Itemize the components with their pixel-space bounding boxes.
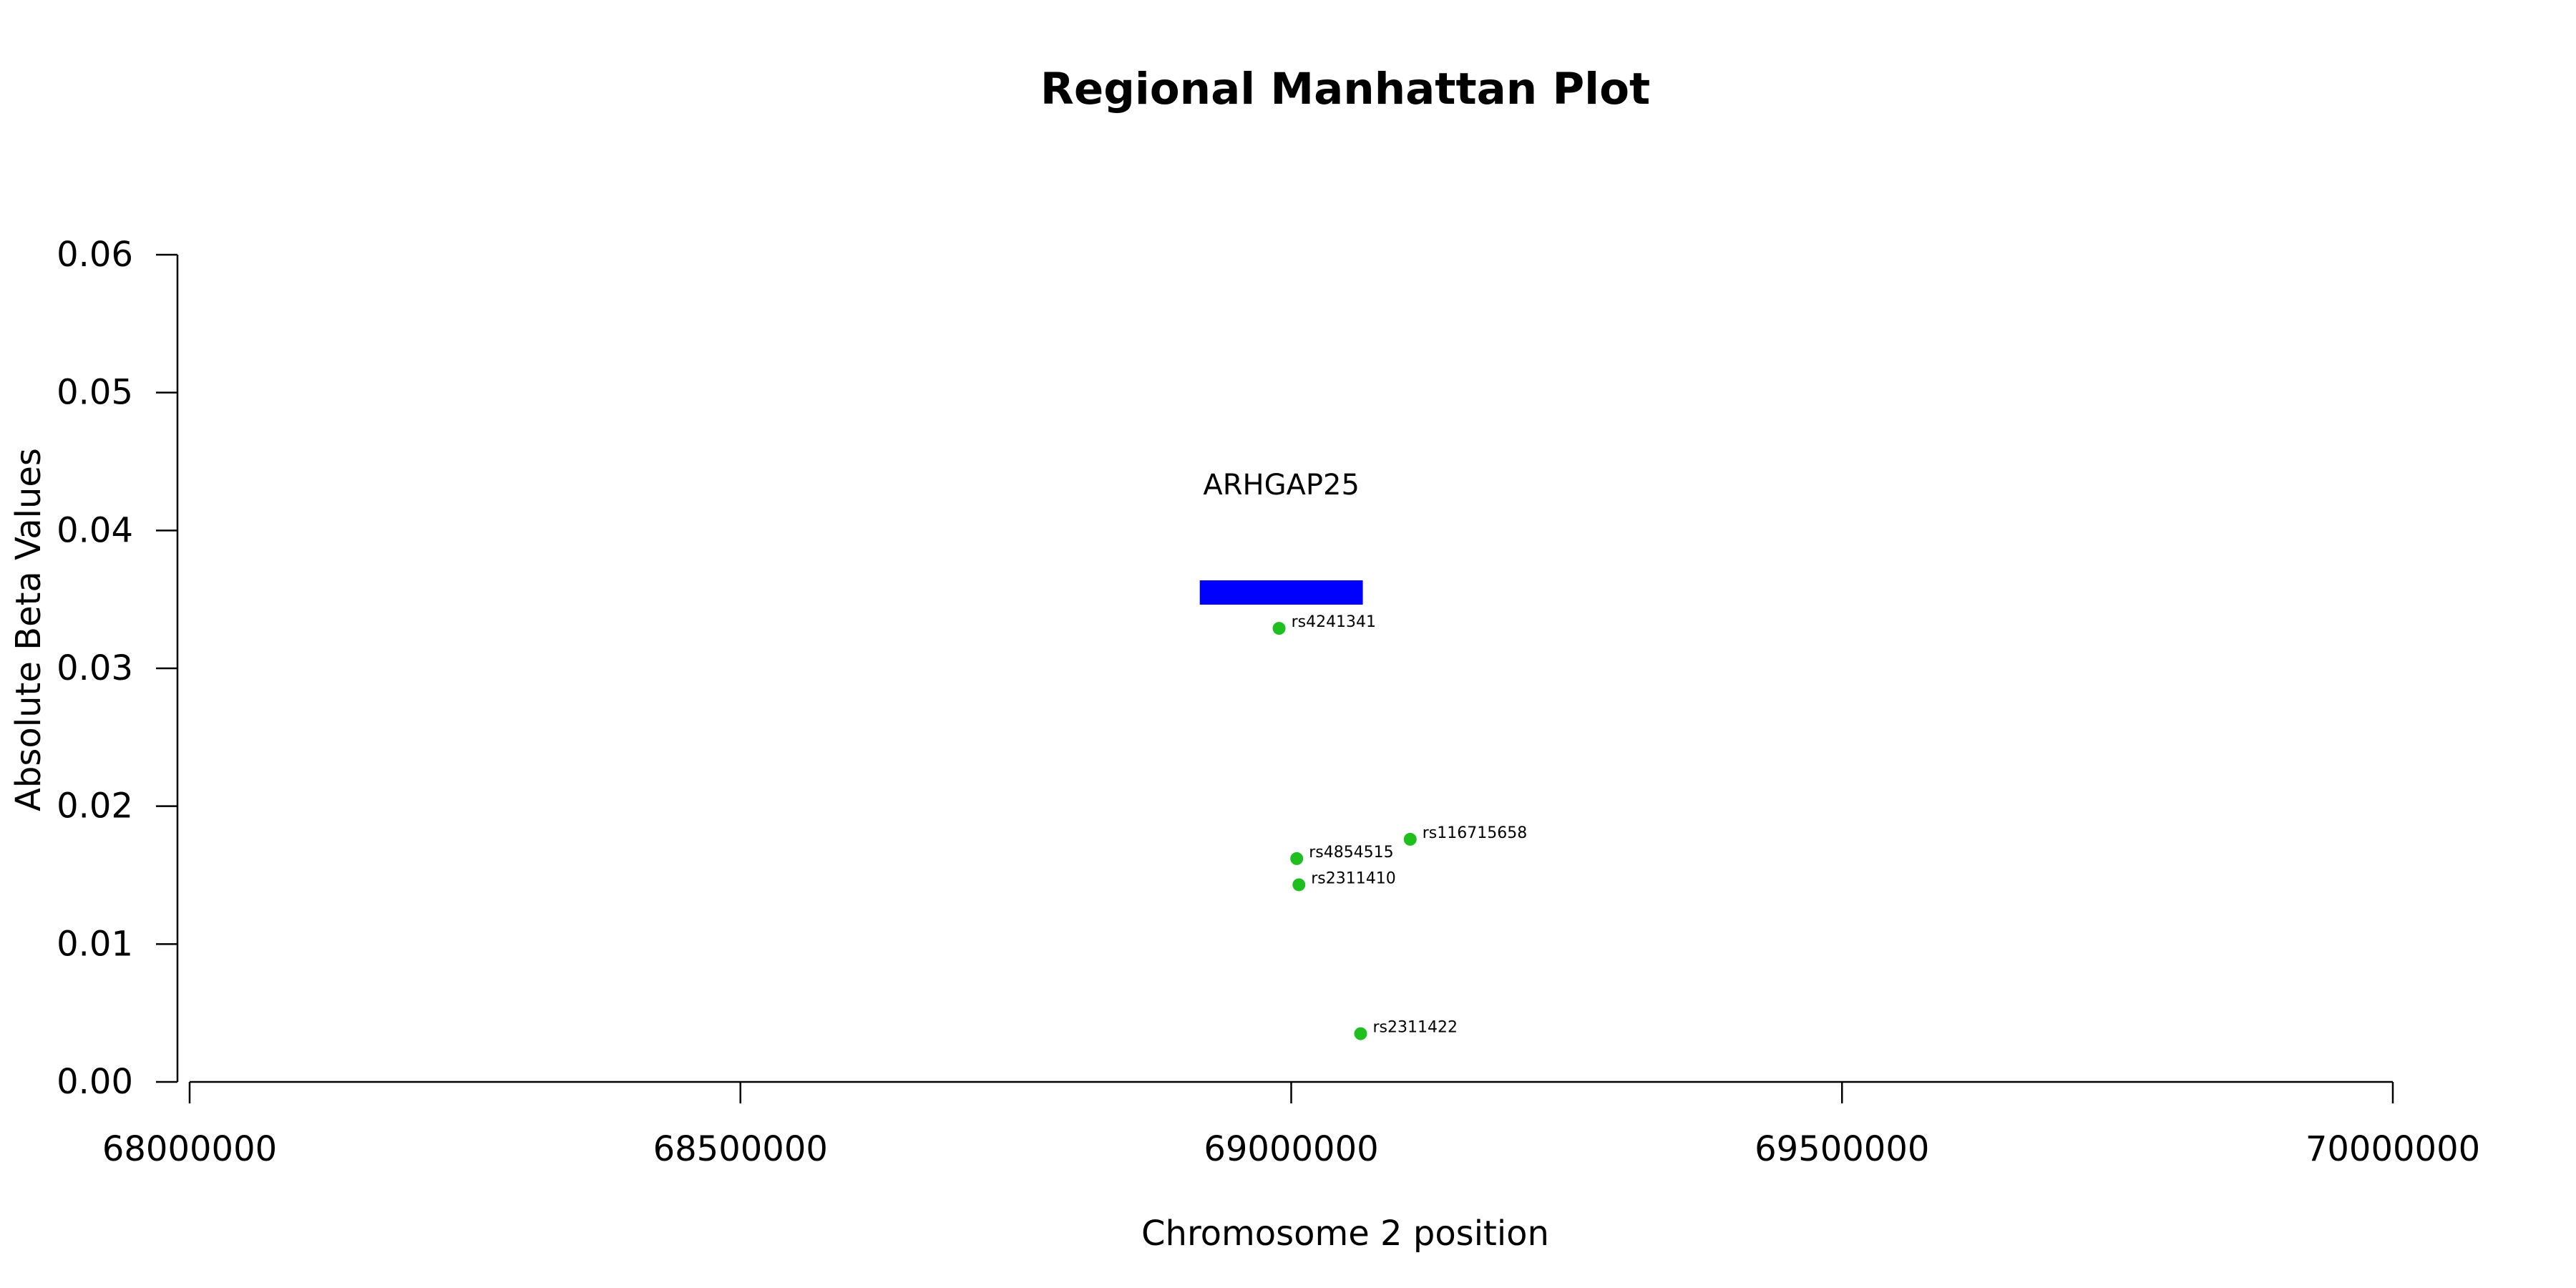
y-axis-title: Absolute Beta Values bbox=[9, 448, 49, 811]
y-tick-label: 0.05 bbox=[57, 373, 133, 413]
x-axis-title: Chromosome 2 position bbox=[1141, 1214, 1549, 1254]
chart-title: Regional Manhattan Plot bbox=[1040, 64, 1650, 114]
snp-points: rs4241341 rs116715658 rs4854515 rs2311410 rs… bbox=[1272, 613, 1527, 1040]
gene-track: ARHGAP25 bbox=[1199, 469, 1363, 605]
snp-label: rs4241341 bbox=[1292, 613, 1377, 631]
y-tick-label: 0.06 bbox=[57, 235, 133, 275]
y-tick-label: 0.01 bbox=[57, 924, 133, 964]
x-tick-label: 69000000 bbox=[1204, 1129, 1378, 1169]
snp-point bbox=[1292, 878, 1306, 892]
x-tick-label: 68000000 bbox=[102, 1129, 277, 1169]
y-tick-label: 0.04 bbox=[57, 510, 133, 550]
x-tick-label: 69500000 bbox=[1755, 1129, 1929, 1169]
snp-label: rs2311410 bbox=[1311, 869, 1396, 887]
x-tick-label: 68500000 bbox=[653, 1129, 828, 1169]
gene-bar bbox=[1199, 580, 1363, 605]
snp-label: rs2311422 bbox=[1372, 1019, 1458, 1037]
x-tick-label: 70000000 bbox=[2306, 1129, 2480, 1169]
y-axis-ticks: 0.00 0.01 0.02 0.03 0.04 0.05 0.06 bbox=[57, 235, 177, 1102]
y-tick-label: 0.02 bbox=[57, 786, 133, 826]
y-tick-label: 0.00 bbox=[57, 1062, 133, 1102]
x-axis-ticks: 68000000 68500000 69000000 69500000 70000000 bbox=[102, 1082, 2480, 1169]
snp-point bbox=[1290, 852, 1304, 865]
snp-label: rs116715658 bbox=[1423, 824, 1527, 842]
gene-label: ARHGAP25 bbox=[1203, 469, 1360, 502]
snp-label: rs4854515 bbox=[1309, 844, 1394, 862]
snp-point bbox=[1403, 832, 1417, 846]
y-tick-label: 0.03 bbox=[57, 648, 133, 688]
snp-point bbox=[1272, 622, 1286, 635]
snp-point bbox=[1354, 1027, 1367, 1040]
